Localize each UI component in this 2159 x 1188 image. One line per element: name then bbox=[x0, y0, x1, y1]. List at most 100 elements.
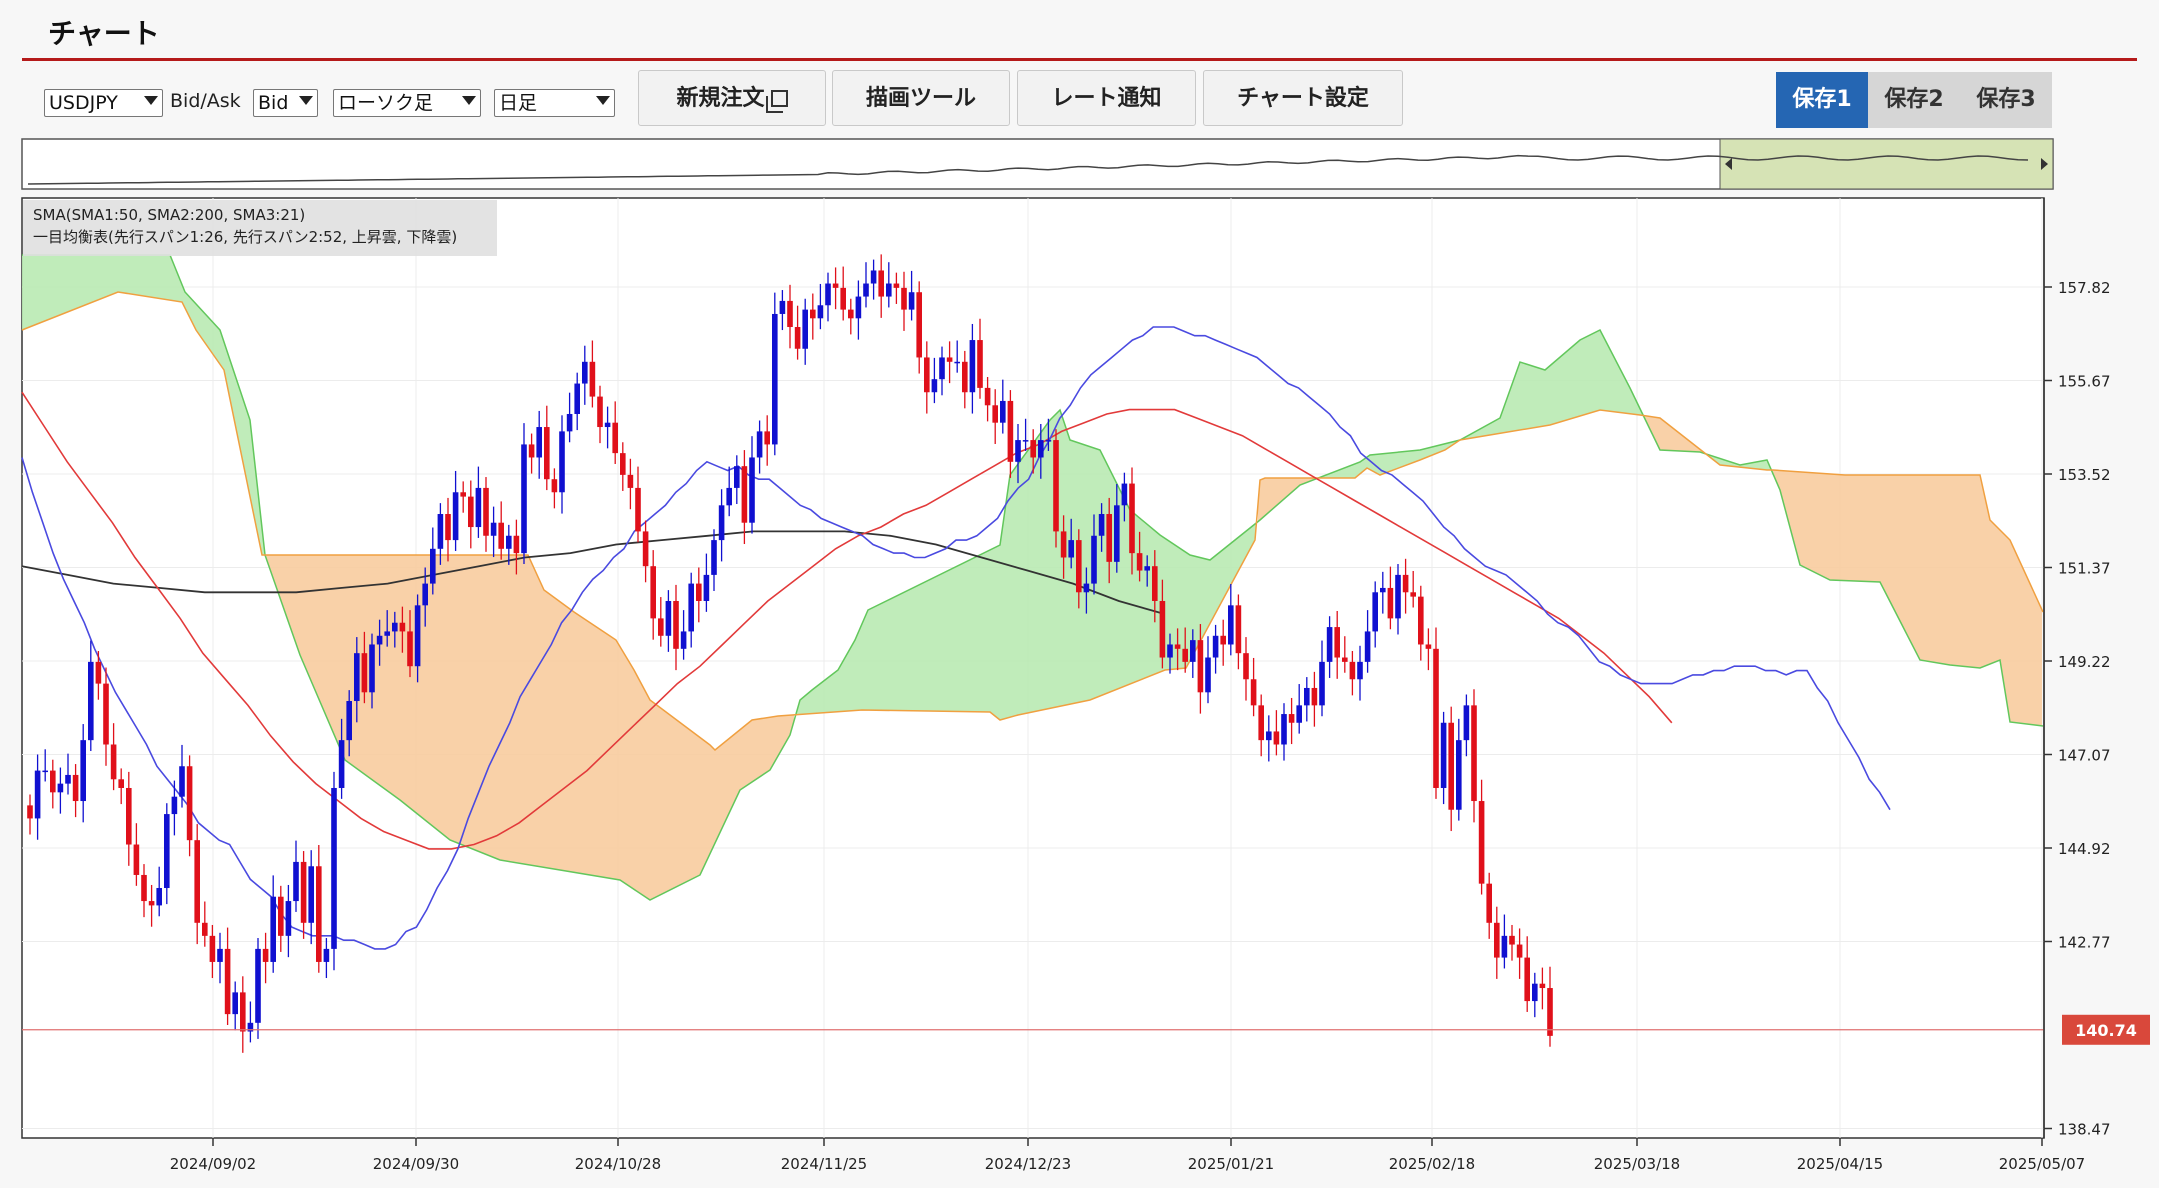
bullish-candle bbox=[1190, 640, 1196, 662]
bullish-candle bbox=[703, 574, 710, 601]
chart-settings-button[interactable]: チャート設定 bbox=[1203, 70, 1403, 126]
bearish-candle bbox=[1516, 944, 1523, 958]
rate-alert-button[interactable]: レート通知 bbox=[1017, 70, 1196, 126]
bearish-candle bbox=[620, 453, 626, 475]
bearish-candle bbox=[1235, 605, 1242, 654]
bearish-candle bbox=[1250, 679, 1257, 706]
bearish-candle bbox=[741, 466, 748, 523]
bearish-candle bbox=[110, 744, 117, 780]
bullish-candle bbox=[582, 361, 588, 384]
bearish-candle bbox=[399, 622, 406, 632]
navigator-window bbox=[1719, 138, 2054, 190]
bearish-candle bbox=[1486, 883, 1492, 923]
new-order-button[interactable]: 新規注文 bbox=[638, 70, 826, 126]
bullish-candle bbox=[536, 427, 542, 458]
kumo-bearish-cloud bbox=[1258, 478, 1318, 522]
bullish-candle bbox=[734, 466, 740, 488]
bearish-candle bbox=[1174, 644, 1181, 649]
chart-type-select[interactable]: ローソク足 bbox=[333, 89, 481, 117]
bullish-candle bbox=[285, 901, 292, 936]
bullish-candle bbox=[908, 292, 915, 310]
bullish-candle bbox=[422, 583, 428, 606]
bearish-candle bbox=[1129, 483, 1135, 554]
bearish-candle bbox=[194, 840, 200, 923]
bullish-candle bbox=[604, 422, 611, 428]
timeframe-select-value: 日足 bbox=[499, 92, 538, 114]
current-price-badge bbox=[2062, 1014, 2150, 1045]
bullish-candle bbox=[1098, 514, 1105, 536]
y-axis-label: 155.67 bbox=[2058, 373, 2111, 391]
bearish-candle bbox=[589, 361, 596, 397]
bearish-candle bbox=[278, 896, 284, 936]
bullish-candle bbox=[369, 644, 375, 693]
bearish-candle bbox=[262, 948, 269, 962]
bearish-candle bbox=[673, 600, 679, 649]
timeframe-select[interactable]: 日足 bbox=[494, 89, 615, 117]
y-axis-label: 138.47 bbox=[2058, 1121, 2111, 1139]
y-axis-label: 153.52 bbox=[2058, 466, 2111, 484]
x-axis-label: 2025/03/18 bbox=[1594, 1155, 1680, 1173]
bullish-candle bbox=[1000, 400, 1006, 423]
bullish-candle bbox=[414, 605, 421, 667]
bearish-candle bbox=[1243, 653, 1249, 680]
kumo-bullish-cloud bbox=[22, 255, 264, 555]
drawing-tools-button[interactable]: 描画ツール bbox=[832, 70, 1010, 126]
bearish-candle bbox=[95, 661, 102, 684]
x-axis-label: 2024/09/02 bbox=[170, 1155, 256, 1173]
candlestick-series bbox=[27, 254, 1553, 1053]
bearish-candle bbox=[977, 340, 983, 388]
bearish-candle bbox=[1494, 922, 1500, 958]
bullish-candle bbox=[323, 948, 330, 962]
bullish-candle bbox=[1121, 483, 1128, 506]
bullish-candle bbox=[179, 766, 185, 797]
bullish-candle bbox=[57, 783, 64, 793]
save-slot-3-button[interactable]: 保存3 bbox=[1960, 72, 2052, 128]
bidask-select[interactable]: Bid bbox=[253, 89, 318, 117]
bullish-candle bbox=[346, 701, 352, 741]
bearish-candle bbox=[1433, 648, 1439, 788]
bearish-candle bbox=[72, 774, 79, 802]
bullish-candle bbox=[1501, 935, 1508, 958]
bullish-candle bbox=[688, 583, 694, 632]
bearish-candle bbox=[597, 396, 603, 428]
symbol-select[interactable]: USDJPY bbox=[44, 89, 163, 117]
bearish-candle bbox=[1410, 592, 1416, 597]
bullish-candle bbox=[247, 1022, 254, 1032]
bullish-candle bbox=[931, 379, 938, 393]
bearish-candle bbox=[240, 992, 246, 1032]
bullish-candle bbox=[1281, 714, 1287, 745]
bullish-candle bbox=[338, 740, 345, 788]
bullish-candle bbox=[1083, 583, 1090, 593]
bullish-candle bbox=[1022, 440, 1029, 442]
x-axis-label: 2024/12/23 bbox=[985, 1155, 1071, 1173]
bearish-candle bbox=[1197, 640, 1204, 693]
bearish-candle bbox=[848, 309, 854, 319]
bearish-candle bbox=[1030, 440, 1036, 458]
bullish-candle bbox=[232, 992, 238, 1015]
bullish-candle bbox=[1304, 687, 1310, 706]
kumo-bearish-cloud bbox=[1772, 470, 2042, 726]
bearish-candle bbox=[361, 653, 368, 693]
bearish-candle bbox=[946, 357, 953, 362]
bearish-candle bbox=[300, 861, 307, 923]
bullish-candle bbox=[1038, 440, 1044, 458]
bearish-candle bbox=[612, 422, 618, 454]
bearish-candle bbox=[1547, 988, 1553, 1036]
bearish-candle bbox=[202, 922, 208, 936]
save-slot-1-button[interactable]: 保存1 bbox=[1776, 72, 1868, 128]
bidask-select-value: Bid bbox=[258, 92, 289, 114]
kumo-bullish-cloud bbox=[796, 410, 1256, 720]
bullish-candle bbox=[726, 487, 732, 506]
bullish-candle bbox=[969, 340, 976, 393]
bullish-candle bbox=[331, 787, 337, 949]
x-axis-label: 2024/11/25 bbox=[781, 1155, 867, 1173]
navigator-price-line bbox=[27, 154, 2029, 185]
bullish-candle bbox=[566, 413, 573, 432]
bullish-candle bbox=[34, 770, 41, 819]
save-slot-2-button[interactable]: 保存2 bbox=[1868, 72, 1960, 128]
bearish-candle bbox=[460, 492, 466, 497]
bullish-candle bbox=[171, 796, 178, 815]
